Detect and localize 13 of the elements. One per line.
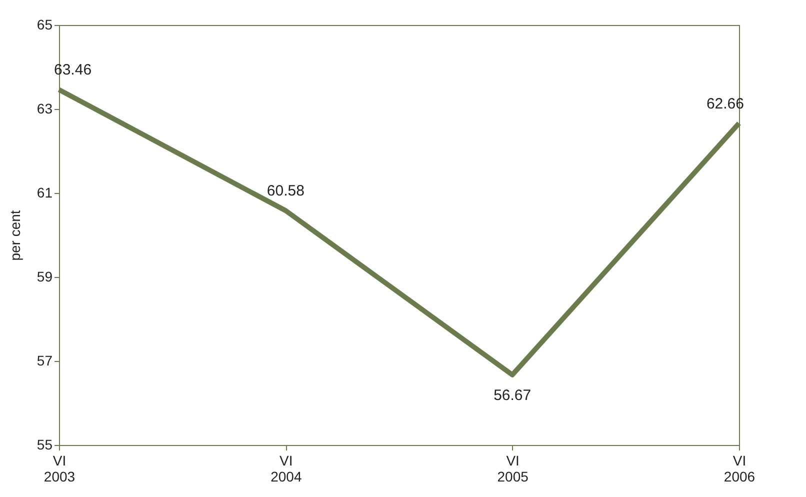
y-tick-label: 65 [36,16,53,32]
x-tick-label: VI 2005 [497,452,529,484]
y-tick-label: 61 [36,184,53,200]
data-label: 56.67 [494,386,532,404]
y-tick-label: 57 [36,352,53,368]
y-tick-label: 55 [36,436,53,452]
x-tick-label: VI 2004 [270,452,302,484]
y-axis-title: per cent [6,210,23,261]
x-tick-label: VI 2003 [44,452,76,484]
y-tick-label: 59 [36,268,53,284]
y-tick-label: 63 [36,100,53,116]
data-label: 60.58 [266,182,304,200]
x-tick-label: VI 2006 [724,452,756,484]
